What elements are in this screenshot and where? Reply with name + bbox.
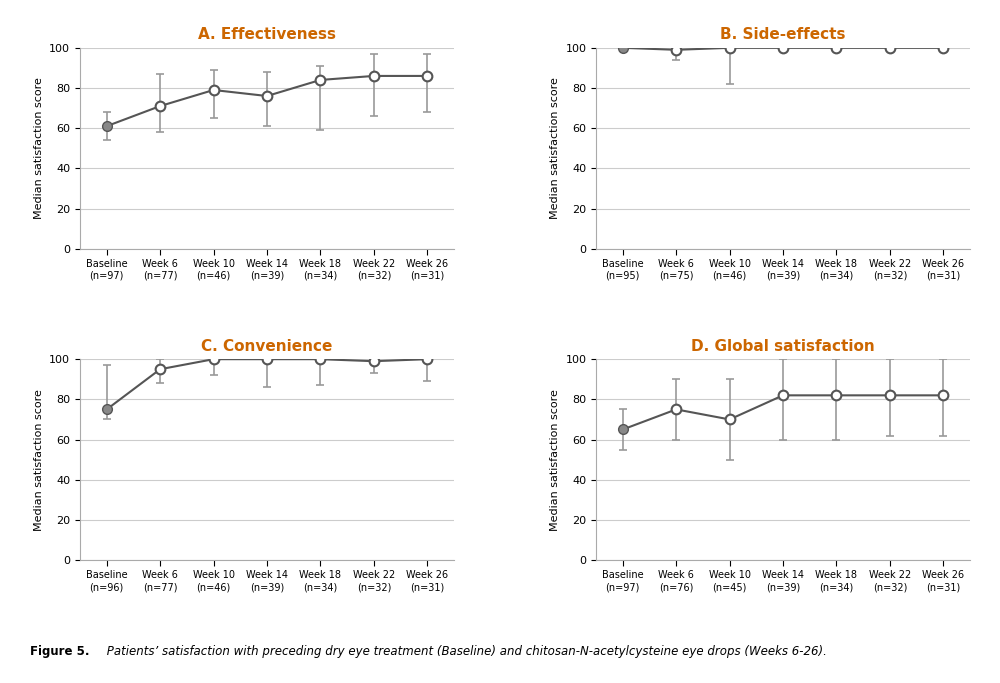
Y-axis label: Median satisfaction score: Median satisfaction score: [34, 77, 44, 219]
Y-axis label: Median satisfaction score: Median satisfaction score: [34, 389, 44, 531]
Title: C. Convenience: C. Convenience: [201, 339, 333, 354]
Title: A. Effectiveness: A. Effectiveness: [198, 27, 336, 42]
Title: D. Global satisfaction: D. Global satisfaction: [691, 339, 875, 354]
Text: Patients’ satisfaction with preceding dry eye treatment (Baseline) and chitosan-: Patients’ satisfaction with preceding dr…: [103, 645, 827, 658]
Y-axis label: Median satisfaction score: Median satisfaction score: [550, 77, 560, 219]
Text: Figure 5.: Figure 5.: [30, 645, 90, 658]
Title: B. Side-effects: B. Side-effects: [720, 27, 846, 42]
Y-axis label: Median satisfaction score: Median satisfaction score: [550, 389, 560, 531]
